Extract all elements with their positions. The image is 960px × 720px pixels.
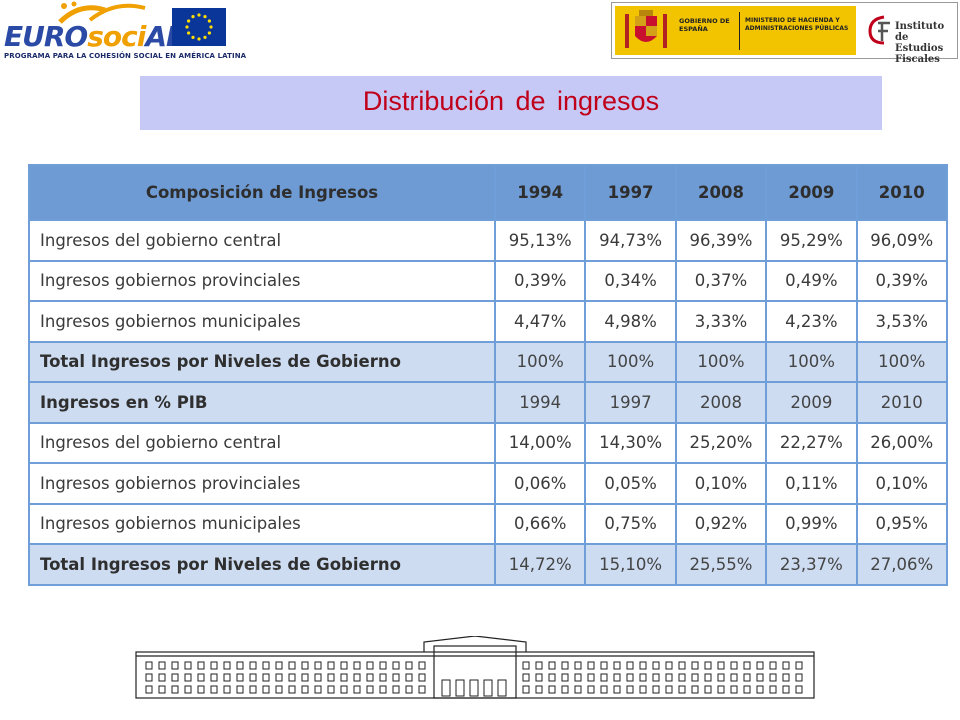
table-cell: 0,34% [584, 259, 677, 302]
table-row: Ingresos gobiernos municipales 4,47% 4,9… [28, 300, 948, 343]
table-cell: 22,27% [765, 421, 858, 464]
table-cell: 4,98% [584, 300, 677, 343]
table-cell: 3,33% [674, 300, 768, 343]
table-cell: 0,10% [674, 462, 768, 505]
row-label: Total Ingresos por Niveles de Gobierno [28, 340, 496, 383]
table-cell: 23,37% [765, 543, 858, 586]
table-cell: 0,49% [765, 259, 858, 302]
table-cell: 95,29% [765, 219, 858, 262]
table-cell: 14,30% [584, 421, 677, 464]
row-label: Total Ingresos por Niveles de Gobierno [28, 543, 496, 586]
government-logos: GOBIERNO DE ESPAÑA MINISTERIO DE HACIEND… [611, 2, 958, 65]
table-cell: 100% [765, 340, 858, 383]
eurosocial-logo: EUROsociAL PROGRAMA PARA LA COHESIÓN SOC… [0, 0, 246, 64]
table-row: Ingresos del gobierno central 14,00% 14,… [28, 421, 948, 464]
table-cell: 0,39% [855, 259, 948, 302]
table-cell: 0,11% [765, 462, 858, 505]
table-cell: 0,10% [855, 462, 948, 505]
table-cell: 0,05% [584, 462, 677, 505]
ief-text: Instituto de Estudios Fiscales [895, 21, 945, 65]
table-cell: 2008 [674, 381, 768, 424]
header-year: 1997 [584, 164, 677, 221]
table-cell: 100% [493, 340, 587, 383]
table-cell: 14,72% [493, 543, 587, 586]
income-table-container: Composición de Ingresos 1994 1997 2008 2… [28, 164, 948, 621]
header-year: 2008 [674, 164, 768, 221]
header-year: 2009 [765, 164, 858, 221]
table-cell: 25,55% [674, 543, 768, 586]
ministerio-text: MINISTERIO DE HACIENDA Y ADMINISTRACIONE… [745, 17, 849, 32]
table-cell: 100% [674, 340, 768, 383]
eu-flag-icon [172, 8, 226, 46]
building-illustration-icon [135, 636, 815, 699]
gobierno-espana-text: GOBIERNO DE ESPAÑA [679, 17, 730, 33]
table-cell: 4,23% [765, 300, 858, 343]
table-cell: 1997 [584, 381, 677, 424]
table-cell: 100% [855, 340, 948, 383]
table-row-total: Total Ingresos por Niveles de Gobierno 1… [28, 543, 948, 586]
table-cell: 95,13% [493, 219, 587, 262]
income-distribution-table: Composición de Ingresos 1994 1997 2008 2… [28, 164, 948, 586]
table-cell: 2009 [765, 381, 858, 424]
table-cell: 96,09% [855, 219, 948, 262]
table-cell: 26,00% [855, 421, 948, 464]
header-year: 2010 [855, 164, 948, 221]
table-cell: 96,39% [674, 219, 768, 262]
table-cell: 0,95% [855, 502, 948, 545]
title-bar: Distribución de ingresos [140, 76, 882, 130]
table-cell: 0,66% [493, 502, 587, 545]
row-label: Ingresos del gobierno central [28, 219, 496, 262]
table-cell: 25,20% [674, 421, 768, 464]
table-cell: 0,39% [493, 259, 587, 302]
gobierno-divider [739, 12, 740, 50]
table-cell: 94,73% [584, 219, 677, 262]
eurosocial-subtitle: PROGRAMA PARA LA COHESIÓN SOCIAL EN AMÉR… [4, 52, 247, 60]
eurosocial-swoosh-icon [58, 1, 146, 24]
header-year: 1994 [493, 164, 587, 221]
gobierno-espana-logo: GOBIERNO DE ESPAÑA MINISTERIO DE HACIEND… [615, 6, 856, 55]
row-label: Ingresos gobiernos municipales [28, 502, 496, 545]
row-label: Ingresos gobiernos provinciales [28, 259, 496, 302]
row-label: Ingresos en % PIB [28, 381, 496, 424]
table-cell: 0,92% [674, 502, 768, 545]
table-cell: 0,06% [493, 462, 587, 505]
eurosocial-wordmark: EUROsociAL [4, 20, 184, 53]
table-row-subheader: Ingresos en % PIB 1994 1997 2008 2009 20… [28, 381, 948, 424]
table-cell: 2010 [855, 381, 948, 424]
table-cell: 1994 [493, 381, 587, 424]
table-cell: 0,37% [674, 259, 768, 302]
table-row: Ingresos del gobierno central 95,13% 94,… [28, 219, 948, 262]
table-row: Ingresos gobiernos provinciales 0,39% 0,… [28, 259, 948, 302]
table-cell: 3,53% [855, 300, 948, 343]
row-label: Ingresos gobiernos municipales [28, 300, 496, 343]
table-cell: 14,00% [493, 421, 587, 464]
table-cell: 15,10% [584, 543, 677, 586]
table-cell: 0,99% [765, 502, 858, 545]
table-row-total: Total Ingresos por Niveles de Gobierno 1… [28, 340, 948, 383]
table-cell: 4,47% [493, 300, 587, 343]
table-cell: 100% [584, 340, 677, 383]
spain-coat-of-arms-icon [625, 10, 667, 48]
table-header-row: Composición de Ingresos 1994 1997 2008 2… [28, 164, 948, 221]
table-row: Ingresos gobiernos municipales 0,66% 0,7… [28, 502, 948, 545]
table-cell: 27,06% [855, 543, 948, 586]
row-label: Ingresos del gobierno central [28, 421, 496, 464]
table-row: Ingresos gobiernos provinciales 0,06% 0,… [28, 462, 948, 505]
table-cell: 0,75% [584, 502, 677, 545]
ief-logo-icon [868, 15, 890, 45]
row-label: Ingresos gobiernos provinciales [28, 462, 496, 505]
page-title: Distribución de ingresos [362, 86, 660, 116]
header-label: Composición de Ingresos [28, 164, 496, 221]
